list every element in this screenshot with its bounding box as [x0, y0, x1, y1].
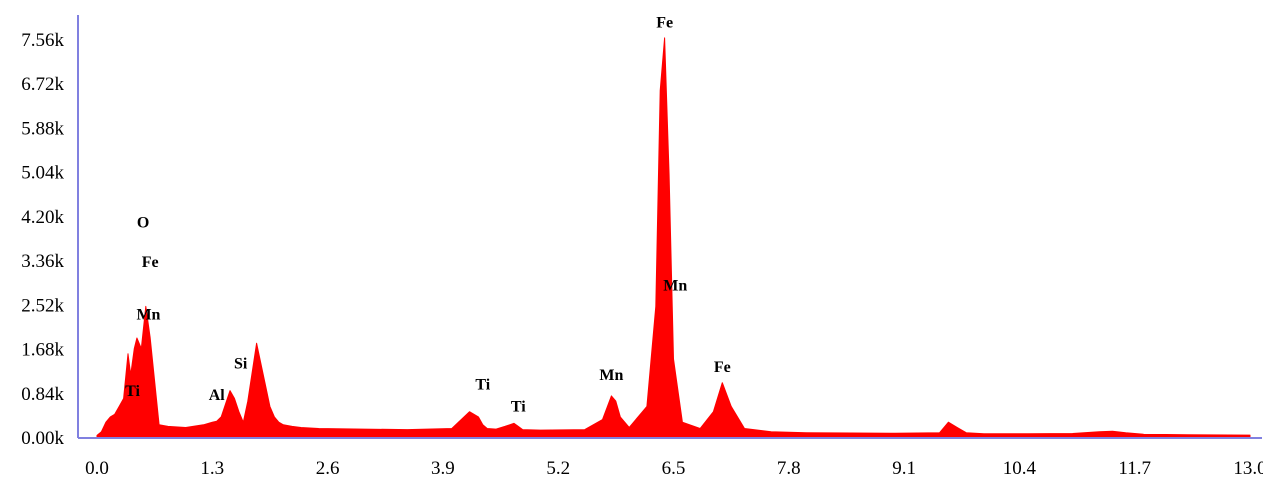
y-axis: 0.00k 0.84k 1.68k 2.52k 3.36k 4.20k 5.04k 5.88k… — [21, 15, 79, 449]
peak-label: Ti — [511, 399, 526, 416]
y-tick-label: 1.68k — [21, 340, 64, 361]
peak-label: O — [137, 214, 149, 231]
x-tick-label: 3.9 — [431, 458, 455, 479]
x-tick-label: 6.5 — [662, 458, 686, 479]
x-tick-label: 13.0 — [1233, 458, 1263, 479]
x-tick-label: 10.4 — [1003, 458, 1037, 479]
y-tick-label: 4.20k — [21, 207, 64, 228]
x-tick-label: 7.8 — [777, 458, 801, 479]
peak-label: Fe — [656, 14, 673, 31]
peak-label: Mn — [663, 278, 687, 295]
x-axis: 0.0 1.3 2.6 3.9 5.2 6.5 7.8 9.1 10.4 11.7 13.0 — [78, 437, 1263, 479]
x-tick-label: 11.7 — [1118, 458, 1151, 479]
y-tick-label: 6.72k — [21, 74, 64, 95]
peak-label: Al — [209, 387, 226, 404]
peak-label: Fe — [714, 359, 731, 376]
peak-label: Fe — [142, 254, 159, 271]
y-tick-label: 7.56k — [21, 30, 64, 51]
y-tick-label: 2.52k — [21, 295, 64, 316]
peak-label: Mn — [599, 367, 623, 384]
peak-label: Mn — [136, 307, 160, 324]
peak-label: Si — [234, 356, 248, 373]
peak-labels: O Fe Mn Ti Al Si Ti Ti Mn Fe Mn Fe — [125, 14, 731, 415]
y-tick-label: 0.00k — [21, 428, 64, 449]
y-tick-label: 5.88k — [21, 118, 64, 139]
y-tick-label: 3.36k — [21, 251, 64, 272]
x-tick-label: 9.1 — [892, 458, 916, 479]
x-tick-label: 2.6 — [316, 458, 340, 479]
plot-area — [96, 37, 1251, 439]
peak-label: Ti — [125, 383, 140, 400]
x-tick-label: 5.2 — [546, 458, 570, 479]
y-tick-label: 0.84k — [21, 384, 64, 405]
peak-label: Ti — [475, 377, 490, 394]
spectrum-area-0 — [96, 37, 1251, 439]
x-tick-label: 1.3 — [200, 458, 224, 479]
y-tick-label: 5.04k — [21, 163, 64, 184]
x-tick-label: 0.0 — [85, 458, 109, 479]
